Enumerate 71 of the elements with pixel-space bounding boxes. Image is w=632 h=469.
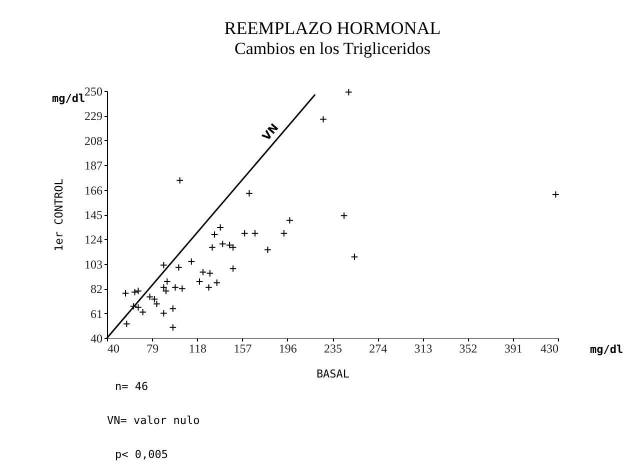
text: n= 46 xyxy=(115,380,148,393)
chart-subtitle: Cambios en los Trigliceridos xyxy=(234,39,430,58)
y-tick-label: 166 xyxy=(84,183,102,198)
point xyxy=(160,284,168,292)
text: mg/dl xyxy=(52,92,86,105)
point xyxy=(280,230,288,237)
y-tick-label: 229 xyxy=(84,109,102,124)
y-tick-label: 82 xyxy=(90,282,102,296)
point xyxy=(162,287,170,295)
text: VN= valor nulo xyxy=(107,414,200,427)
x-tick-label: 313 xyxy=(414,342,432,356)
point xyxy=(188,258,196,266)
point xyxy=(169,304,177,312)
point xyxy=(199,268,207,276)
point xyxy=(131,288,138,296)
text: VN xyxy=(260,121,282,144)
point xyxy=(216,224,224,232)
chart-title: REEMPLAZO HORMONAL xyxy=(224,18,441,38)
x-tick-label: 430 xyxy=(540,342,558,356)
y-tick-label: 208 xyxy=(84,134,102,148)
point xyxy=(172,284,179,292)
x-tick-label: 118 xyxy=(188,342,206,356)
point xyxy=(229,264,237,272)
point xyxy=(205,284,212,292)
point xyxy=(240,230,248,237)
point xyxy=(552,190,560,198)
point xyxy=(176,176,184,184)
y-tick-label: 187 xyxy=(84,158,102,173)
point xyxy=(122,290,130,297)
point xyxy=(163,278,171,286)
point xyxy=(169,324,177,332)
x-tick-label: 235 xyxy=(324,342,342,356)
x-tick-label: 157 xyxy=(234,342,252,356)
text: mg/dl xyxy=(590,343,624,356)
point xyxy=(246,190,253,197)
point xyxy=(213,279,221,286)
point xyxy=(229,244,237,252)
point xyxy=(218,240,226,248)
point xyxy=(286,216,294,224)
y-tick-label: 250 xyxy=(84,84,102,98)
x-tick-label: 391 xyxy=(504,342,522,356)
point xyxy=(206,270,214,277)
y-tick-label: 103 xyxy=(84,257,102,272)
x-tick-label: 40 xyxy=(108,342,120,356)
y-tick-label: 61 xyxy=(90,306,102,321)
point xyxy=(196,278,204,286)
x-tick-label: 274 xyxy=(369,342,388,356)
point xyxy=(210,230,218,238)
point xyxy=(251,230,259,237)
x-tick-label: 196 xyxy=(278,342,297,356)
y-tick-label: 145 xyxy=(84,208,102,222)
point xyxy=(160,310,168,317)
point xyxy=(226,241,234,249)
x-tick-label: 352 xyxy=(459,342,478,356)
point xyxy=(122,320,130,328)
point xyxy=(350,253,358,261)
y-axis-title: 1er CONTROL xyxy=(52,178,66,252)
text: p< 0,005 xyxy=(115,448,168,461)
point xyxy=(320,116,327,123)
point xyxy=(340,212,348,220)
point xyxy=(175,264,182,272)
point xyxy=(345,88,352,96)
y-tick-label: 40 xyxy=(90,332,102,346)
point xyxy=(208,244,216,252)
point xyxy=(134,287,142,295)
x-axis-title: BASAL xyxy=(316,368,350,380)
x-tick-label: 79 xyxy=(146,342,159,356)
point xyxy=(264,246,272,254)
point xyxy=(178,284,186,292)
point xyxy=(160,261,168,269)
y-tick-label: 124 xyxy=(84,232,102,247)
